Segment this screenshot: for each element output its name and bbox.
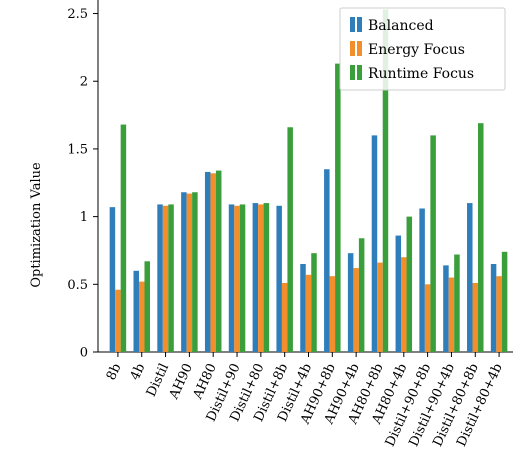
bar-runtime-focus (192, 192, 198, 352)
y-tick-label: 1 (80, 210, 88, 225)
category-group (490, 251, 508, 352)
category-group (395, 216, 413, 352)
y-tick-label: 1.5 (67, 142, 88, 157)
category-group (181, 192, 198, 352)
bar-runtime-focus (501, 251, 508, 352)
bar-energy-focus (258, 204, 264, 352)
bar-balanced (157, 204, 163, 352)
bar-runtime-focus (358, 238, 365, 352)
bar-balanced (395, 235, 402, 352)
category-group (443, 254, 460, 352)
legend-swatch (357, 41, 362, 56)
category-group (300, 253, 317, 352)
category-group (109, 124, 127, 352)
bars (109, 9, 508, 352)
bar-balanced (133, 270, 139, 352)
category-group (228, 204, 246, 352)
bar-energy-focus (472, 282, 479, 352)
category-group (157, 204, 174, 352)
bar-runtime-focus (215, 170, 222, 352)
y-axis-label: Optimization Value (29, 162, 44, 288)
bar-runtime-focus (120, 124, 127, 352)
bar-balanced (109, 207, 116, 352)
bar-energy-focus (186, 193, 193, 352)
bar-runtime-focus (263, 203, 270, 352)
category-group (276, 127, 293, 352)
y-tick-label: 2.5 (67, 7, 88, 22)
category-group (467, 123, 484, 352)
category-group (204, 170, 222, 352)
bar-energy-focus (353, 268, 359, 352)
legend-box (339, 7, 506, 91)
y-tick-label: 0.5 (67, 278, 88, 293)
bar-energy-focus (377, 262, 383, 352)
category-group (252, 203, 270, 352)
bar-energy-focus (162, 205, 169, 352)
bar-energy-focus (234, 205, 240, 352)
bar-balanced (419, 208, 425, 352)
bar-energy-focus (115, 289, 121, 352)
y-tick-label: 2 (80, 75, 88, 90)
bar-energy-focus (281, 282, 288, 352)
bar-energy-focus (138, 281, 145, 352)
y-tick-label: 0 (80, 346, 88, 361)
bar-balanced (300, 264, 306, 352)
x-tick-label: 8b (104, 361, 125, 382)
bar-balanced (443, 265, 449, 352)
category-group (371, 9, 389, 352)
legend-swatch (350, 65, 355, 80)
category-group (324, 63, 341, 352)
bar-energy-focus (210, 173, 216, 352)
bar-balanced (252, 203, 259, 352)
bar-balanced (276, 205, 282, 352)
bar-runtime-focus (406, 216, 413, 352)
legend-swatch (350, 17, 355, 32)
bar-runtime-focus (478, 123, 484, 352)
legend-label: Energy Focus (368, 42, 465, 58)
bar-energy-focus (401, 257, 407, 352)
bar-energy-focus (448, 277, 455, 352)
bar-energy-focus (496, 276, 502, 352)
category-group (419, 135, 436, 352)
legend-label: Balanced (368, 18, 434, 34)
bar-balanced (371, 135, 378, 352)
bar-runtime-focus (168, 204, 174, 352)
legend-swatch (357, 65, 362, 80)
bar-runtime-focus (430, 135, 436, 352)
legend-item: Runtime Focus (350, 65, 474, 82)
legend-item: Energy Focus (350, 41, 465, 58)
bar-runtime-focus (311, 253, 317, 352)
bar-energy-focus (329, 276, 336, 352)
category-group (347, 238, 365, 352)
bar-balanced (347, 253, 354, 352)
bar-balanced (204, 171, 211, 352)
legend-label: Runtime Focus (368, 66, 474, 82)
bar-runtime-focus (239, 204, 246, 352)
legend-swatch (350, 41, 355, 56)
bar-balanced (467, 203, 473, 352)
bar-balanced (228, 204, 235, 352)
bar-runtime-focus (144, 261, 150, 352)
bar-runtime-focus (382, 9, 389, 352)
bar-runtime-focus (335, 63, 341, 352)
legend: Balanced Energy Focus Runtime Focus (339, 7, 506, 91)
legend-item: Balanced (350, 17, 434, 34)
bar-energy-focus (305, 274, 312, 352)
legend-swatch (357, 17, 362, 32)
bar-runtime-focus (454, 254, 460, 352)
x-tick-label: 4b (128, 361, 149, 382)
bar-balanced (181, 192, 187, 352)
category-group (133, 261, 150, 352)
bar-balanced (490, 264, 497, 352)
bar-balanced (324, 169, 330, 352)
bar-energy-focus (424, 284, 431, 352)
bar-runtime-focus (287, 127, 293, 352)
